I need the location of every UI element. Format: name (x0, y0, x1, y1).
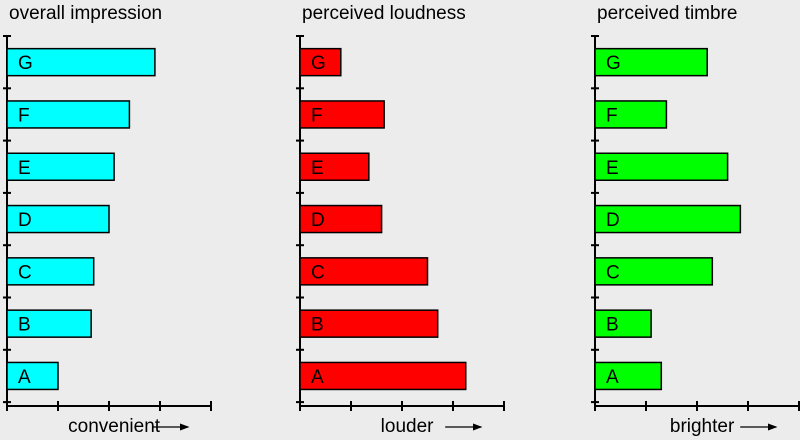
bar-label-F: F (606, 105, 618, 126)
chart-title: perceived timbre (597, 3, 737, 24)
bar-D (594, 204, 742, 234)
bar-F (299, 100, 385, 129)
bar-G (594, 47, 708, 77)
bar-A (594, 361, 663, 391)
bar-E (594, 152, 729, 181)
bar-label-F: F (311, 105, 323, 126)
bar-label-E: E (606, 158, 619, 179)
bar-C (594, 257, 714, 286)
bar-C (6, 257, 95, 286)
bar-label-C: C (606, 262, 620, 283)
bar-F (594, 100, 668, 129)
bar-label-G: G (311, 53, 326, 74)
bar-label-G: G (606, 53, 621, 74)
bar-label-E: E (311, 158, 324, 179)
bar-label-B: B (18, 315, 31, 336)
bar-label-B: B (311, 315, 324, 336)
bar-label-D: D (311, 210, 325, 231)
bar-label-D: D (18, 210, 32, 231)
bar-label-A: A (606, 367, 619, 388)
bar-D (299, 204, 383, 234)
bar-A (6, 361, 59, 391)
chart-title: overall impression (9, 3, 162, 24)
bar-label-D: D (606, 210, 620, 231)
bar-label-G: G (18, 53, 33, 74)
bar-G (6, 47, 156, 77)
chart-title: perceived loudness (302, 3, 466, 24)
bar-D (6, 204, 110, 234)
bar-label-A: A (311, 367, 324, 388)
bar-label-B: B (606, 315, 619, 336)
bar-A (299, 361, 467, 391)
bar-label-A: A (18, 367, 31, 388)
bar-E (6, 152, 115, 181)
bar-F (6, 100, 131, 129)
bar-B (6, 309, 92, 338)
bar-label-C: C (18, 262, 32, 283)
bar-B (299, 309, 439, 338)
bar-C (299, 257, 429, 286)
bar-label-F: F (18, 105, 30, 126)
bar-E (299, 152, 370, 181)
x-axis-label: convenient (68, 416, 161, 437)
bar-label-C: C (311, 262, 325, 283)
bar-G (299, 47, 342, 77)
x-axis-label: louder (381, 416, 434, 437)
bar-B (594, 309, 652, 338)
x-axis-label: brighter (670, 416, 735, 437)
bar-label-E: E (18, 158, 31, 179)
